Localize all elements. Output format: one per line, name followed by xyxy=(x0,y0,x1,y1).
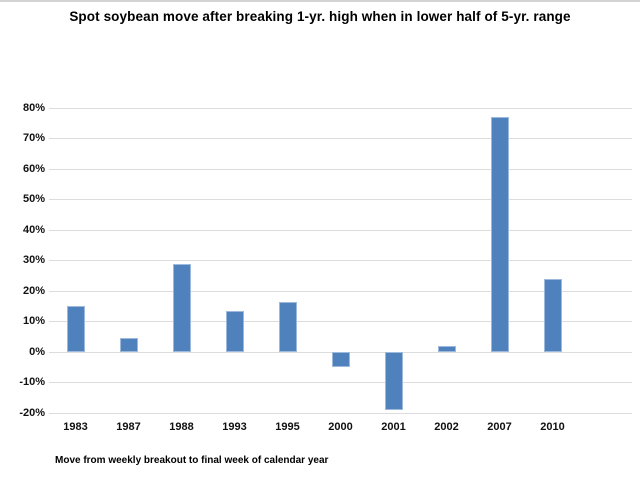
gridline xyxy=(49,382,632,383)
x-axis-tick-label: 2001 xyxy=(381,421,406,433)
gridline xyxy=(49,290,632,292)
bar-2002 xyxy=(437,345,456,352)
x-axis-tick-label: 2000 xyxy=(328,421,353,433)
y-axis-tick-label: -20% xyxy=(19,406,45,419)
x-axis-tick-label: 1983 xyxy=(63,421,88,433)
gridline xyxy=(49,168,632,170)
y-axis-tick-label: 40% xyxy=(22,223,45,236)
gridline xyxy=(49,412,632,414)
gridline xyxy=(49,321,632,322)
bar-1987 xyxy=(119,338,138,352)
gridline xyxy=(49,199,632,200)
y-axis-tick-label: 0% xyxy=(29,345,45,358)
x-axis-tick-label: 2007 xyxy=(487,421,512,433)
gridline xyxy=(49,107,632,109)
x-axis-tick-label: 1995 xyxy=(275,421,300,433)
y-axis-tick-label: -10% xyxy=(19,376,45,388)
gridline xyxy=(49,229,632,231)
y-axis-tick-label: 10% xyxy=(22,315,45,327)
bar-1988 xyxy=(172,263,191,352)
y-axis-tick-label: 60% xyxy=(22,162,45,175)
x-axis-tick-label: 1988 xyxy=(169,421,194,433)
chart-footnote: Move from weekly breakout to final week … xyxy=(55,455,329,466)
x-axis-tick-label: 2002 xyxy=(434,421,459,433)
x-axis-tick-label: 2010 xyxy=(540,421,565,433)
y-axis-tick-label: 20% xyxy=(22,284,45,297)
x-axis-tick-label: 1993 xyxy=(222,421,247,433)
y-axis-tick-label: 50% xyxy=(22,193,45,205)
bar-1995 xyxy=(278,301,297,352)
y-axis-tick-label: 30% xyxy=(22,254,45,266)
y-axis-tick-label: 70% xyxy=(22,132,45,144)
bar-2010 xyxy=(543,278,562,352)
bar-1993 xyxy=(225,310,244,352)
bar-2001 xyxy=(384,352,403,410)
chart-title: Spot soybean move after breaking 1-yr. h… xyxy=(69,9,571,24)
bar-2000 xyxy=(331,352,350,368)
top-border-line xyxy=(0,0,640,2)
gridline xyxy=(49,260,632,261)
gridline xyxy=(49,138,632,139)
bar-1983 xyxy=(66,306,85,352)
x-axis-tick-label: 1987 xyxy=(116,421,141,433)
bar-2007 xyxy=(490,117,509,352)
y-axis-tick-label: 80% xyxy=(22,101,45,114)
